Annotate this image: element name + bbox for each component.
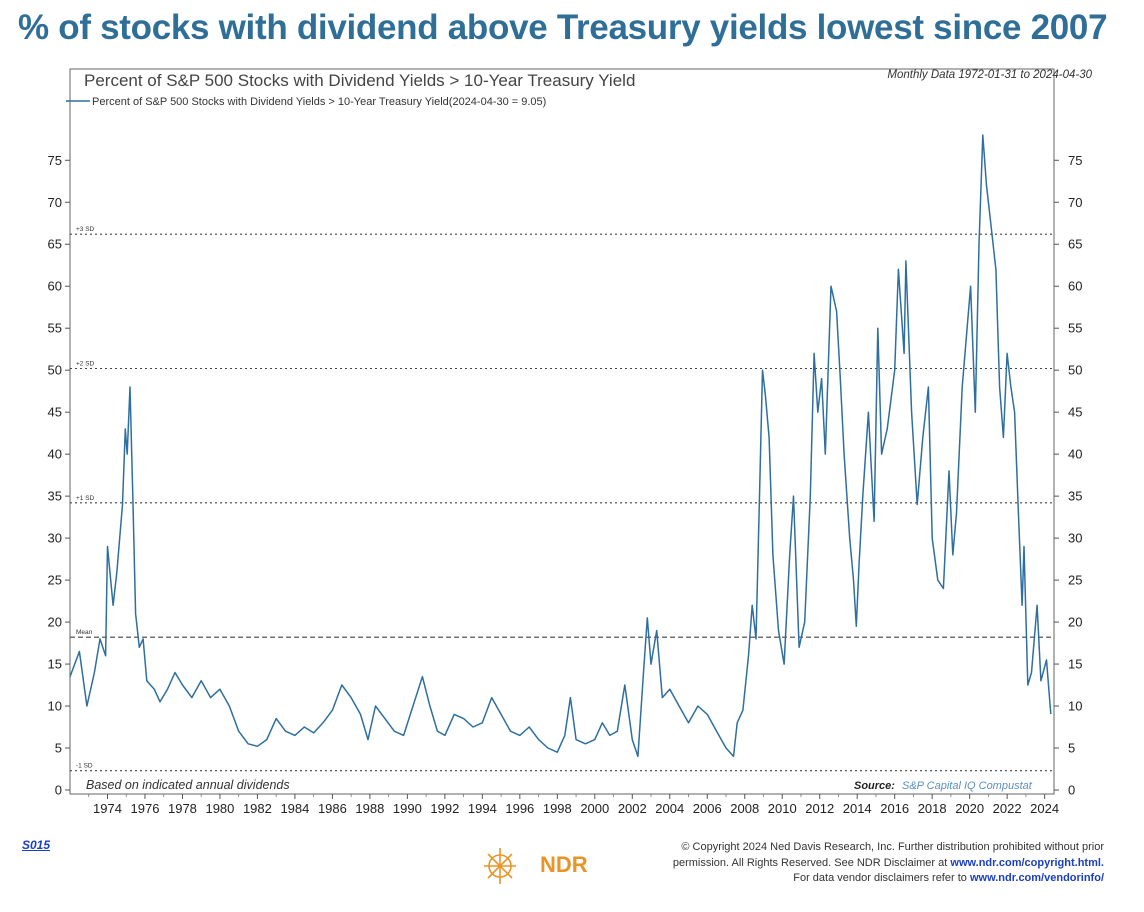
x-tick-label: 2012 <box>805 801 834 816</box>
y-tick-label-right: 20 <box>1068 615 1082 630</box>
x-tick-label: 2014 <box>843 801 872 816</box>
y-tick-label-right: 50 <box>1068 363 1082 378</box>
series-group <box>69 134 1052 758</box>
y-tick-label-left: 15 <box>48 657 62 672</box>
y-tick-label-left: 35 <box>48 489 62 504</box>
x-tick-label: 1990 <box>393 801 422 816</box>
x-tick-label: 1980 <box>205 801 234 816</box>
y-tick-label-left: 55 <box>48 321 62 336</box>
x-tick-label: 2024 <box>1030 801 1059 816</box>
logo-text: NDR <box>540 852 588 877</box>
x-tick-label: 2004 <box>655 801 684 816</box>
chart-subtitle: Monthly Data 1972-01-31 to 2024-04-30 <box>887 69 1092 81</box>
x-tick-label: 1978 <box>168 801 197 816</box>
x-tick-label: 2000 <box>580 801 609 816</box>
y-tick-label-right: 5 <box>1068 741 1075 756</box>
y-tick-label-left: 25 <box>48 573 62 588</box>
x-tick-label: 2018 <box>918 801 947 816</box>
page-headline: % of stocks with dividend above Treasury… <box>18 8 1108 47</box>
y-tick-label-right: 55 <box>1068 321 1082 336</box>
y-tick-label-right: 35 <box>1068 489 1082 504</box>
x-axis: 1974 1976 1978 1980 1982 1984 1986 1988 1990 1992… <box>88 794 1059 816</box>
chart-title: Percent of S&P 500 Stocks with Dividend … <box>84 71 635 90</box>
y-tick-label-right: 45 <box>1068 405 1082 420</box>
y-tick-label-left: 70 <box>48 195 62 210</box>
y-tick-label-right: 75 <box>1068 153 1082 168</box>
copyright-link[interactable]: www.ndr.com/copyright.html. <box>950 856 1104 869</box>
x-tick-label: 1984 <box>280 801 309 816</box>
x-tick-label: 1976 <box>131 801 160 816</box>
x-tick-label: 2020 <box>955 801 984 816</box>
x-tick-label: 1974 <box>93 801 122 816</box>
x-tick-label: 1992 <box>430 801 459 816</box>
x-tick-label: 2022 <box>993 801 1022 816</box>
y-tick-label-left: 50 <box>48 363 62 378</box>
y-tick-label-left: 0 <box>55 783 62 798</box>
x-tick-label: 1998 <box>543 801 572 816</box>
y-tick-label-right: 40 <box>1068 447 1082 462</box>
y-tick-label-right: 30 <box>1068 531 1082 546</box>
y-tick-label-left: 45 <box>48 405 62 420</box>
source-text: S&P Capital IQ Compustat <box>902 780 1033 792</box>
x-tick-label: 2002 <box>618 801 647 816</box>
x-tick-label: 1982 <box>243 801 272 816</box>
chart-code-link[interactable]: S015 <box>22 838 51 852</box>
source-label: Source: <box>854 780 895 792</box>
reference-lines: +3 SD +2 SD +1 SD Mean -1 SD <box>70 226 1054 772</box>
x-tick-label: 2006 <box>693 801 722 816</box>
y-tick-label-left: 10 <box>48 699 62 714</box>
x-tick-label: 1988 <box>355 801 384 816</box>
x-tick-label: 1994 <box>468 801 497 816</box>
x-tick-label: 2016 <box>880 801 909 816</box>
y-tick-label-left: 65 <box>48 237 62 252</box>
y-tick-label-right: 0 <box>1068 783 1075 798</box>
y-tick-label-left: 75 <box>48 153 62 168</box>
y-tick-label-left: 40 <box>48 447 62 462</box>
vendor-info-link[interactable]: www.ndr.com/vendorinfo/ <box>969 872 1104 884</box>
y-tick-label-right: 65 <box>1068 237 1082 252</box>
y-tick-label-left: 20 <box>48 615 62 630</box>
x-tick-label: 1986 <box>318 801 347 816</box>
y-tick-label-right: 70 <box>1068 195 1082 210</box>
y-tick-label-left: 30 <box>48 531 62 546</box>
plot-frame <box>69 68 1055 795</box>
copyright-line-3: For data vendor disclaimers refer to www… <box>793 872 1104 884</box>
x-tick-label: 1996 <box>505 801 534 816</box>
legend-label: Percent of S&P 500 Stocks with Dividend … <box>92 96 546 108</box>
y-tick-label-right: 60 <box>1068 279 1082 294</box>
ref-label: +1 SD <box>76 495 95 502</box>
copyright-notice: © Copyright 2024 Ned Davis Research, Inc… <box>614 840 1104 887</box>
copyright-line-1: © Copyright 2024 Ned Davis Research, Inc… <box>681 841 1104 853</box>
ndr-logo-icon <box>484 848 516 884</box>
y-tick-label-right: 15 <box>1068 657 1082 672</box>
ref-label: +3 SD <box>76 226 95 233</box>
ref-label: -1 SD <box>76 763 93 770</box>
y-tick-label-right: 25 <box>1068 573 1082 588</box>
chart-note: Based on indicated annual dividends <box>86 778 290 792</box>
ref-label: Mean <box>76 629 93 636</box>
ref-label: +2 SD <box>76 361 95 368</box>
series-line <box>69 134 1052 758</box>
y-tick-label-left: 60 <box>48 279 62 294</box>
copyright-line-2: permission. All Rights Reserved. See NDR… <box>672 856 1104 869</box>
y-tick-label-right: 10 <box>1068 699 1082 714</box>
x-tick-label: 2008 <box>730 801 759 816</box>
x-tick-label: 2010 <box>768 801 797 816</box>
y-tick-label-left: 5 <box>55 741 62 756</box>
